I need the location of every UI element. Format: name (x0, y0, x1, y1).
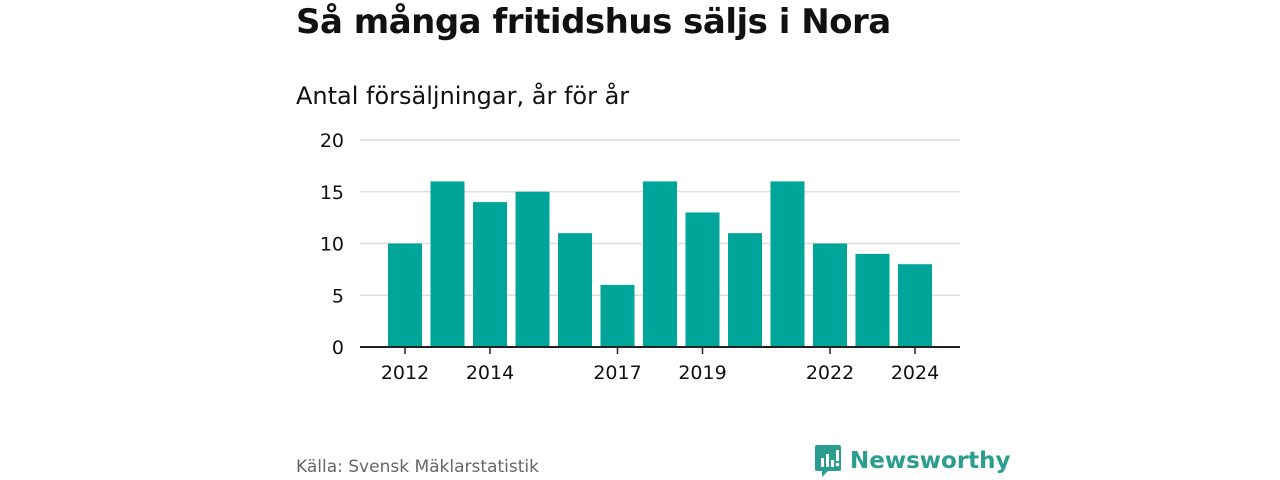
x-tick-label: 2017 (593, 362, 641, 384)
source-note: Källa: Svensk Mäklarstatistik (296, 457, 539, 477)
chart-subtitle: Antal försäljningar, år för år (296, 82, 630, 110)
brand-logo: Newsworthy (814, 444, 1011, 478)
y-tick-label: 20 (320, 130, 344, 152)
bar-2014 (473, 202, 507, 347)
x-tick-label: 2014 (466, 362, 514, 384)
x-tick-label: 2019 (678, 362, 726, 384)
bar-2015 (515, 191, 550, 347)
x-tick-label: 2022 (806, 362, 854, 384)
y-tick-label: 10 (320, 234, 344, 256)
bar-2012 (388, 243, 422, 347)
newsworthy-logo-icon (815, 445, 841, 477)
bar-2016 (558, 233, 592, 347)
bar-2024 (898, 264, 932, 347)
y-tick-label: 0 (332, 337, 344, 359)
bar-2021 (770, 181, 805, 347)
bar-2019 (685, 212, 720, 347)
bar-2018 (643, 181, 677, 347)
bar-2017 (600, 284, 635, 347)
x-tick-label: 2012 (381, 362, 429, 384)
chart-title: Så många fritidshus säljs i Nora (296, 2, 891, 42)
brand-name: Newsworthy (850, 448, 1011, 474)
bar-2023 (855, 253, 890, 347)
y-tick-label: 5 (332, 285, 344, 307)
bar-2022 (813, 243, 847, 347)
bar-2020 (728, 233, 762, 347)
bar-2013 (430, 181, 465, 347)
y-tick-label: 15 (320, 182, 344, 204)
x-tick-label: 2024 (891, 362, 939, 384)
